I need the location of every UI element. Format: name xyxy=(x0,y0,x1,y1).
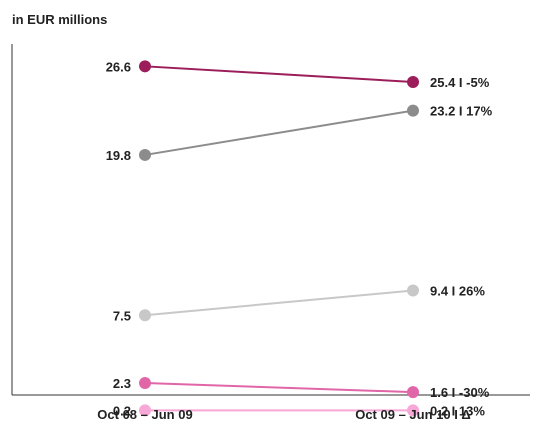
start-value-label: 2.3 xyxy=(113,376,131,391)
series-line-0 xyxy=(144,65,414,83)
x-tick-label: Oct 08 – Jun 09 xyxy=(97,407,192,421)
start-value-label: 7.5 xyxy=(113,308,131,323)
series-point-end-2 xyxy=(407,284,419,297)
end-value-label: 25.4 I -5% xyxy=(430,75,490,90)
series-point-start-2 xyxy=(139,309,151,322)
start-value-label: 19.8 xyxy=(106,148,131,163)
series-point-end-3 xyxy=(407,386,419,399)
end-value-label: 23.2 I 17% xyxy=(430,104,493,119)
series-point-start-0 xyxy=(139,60,151,73)
end-value-label: 9.4 I 26% xyxy=(430,283,485,298)
end-value-label: 1.6 I -30% xyxy=(430,385,490,400)
end-value-label: 0.2 I 13% xyxy=(430,403,485,418)
start-value-label: 0.2 xyxy=(113,403,131,418)
series-line-1 xyxy=(144,109,414,156)
series-point-end-1 xyxy=(407,104,419,117)
series-point-end-4 xyxy=(407,404,419,417)
start-value-label: 26.6 xyxy=(106,59,131,74)
series-line-2 xyxy=(144,289,414,317)
series-group: 26.6 25.4 I -5% 19.8 23.2 I 17% 7.5 9.4 I 26%… xyxy=(106,59,493,418)
unit-label: in EUR millions xyxy=(12,12,108,27)
x-tick-label: Oct 09 – Jun 10 I Δ xyxy=(355,407,471,421)
series-point-start-4 xyxy=(139,404,151,417)
series-point-start-3 xyxy=(139,377,151,390)
series-point-end-0 xyxy=(407,75,419,88)
series-line-3 xyxy=(144,382,414,394)
x-tick-group: Oct 08 – Jun 09 Oct 09 – Jun 10 I Δ xyxy=(97,407,470,421)
series-point-start-1 xyxy=(139,148,151,161)
